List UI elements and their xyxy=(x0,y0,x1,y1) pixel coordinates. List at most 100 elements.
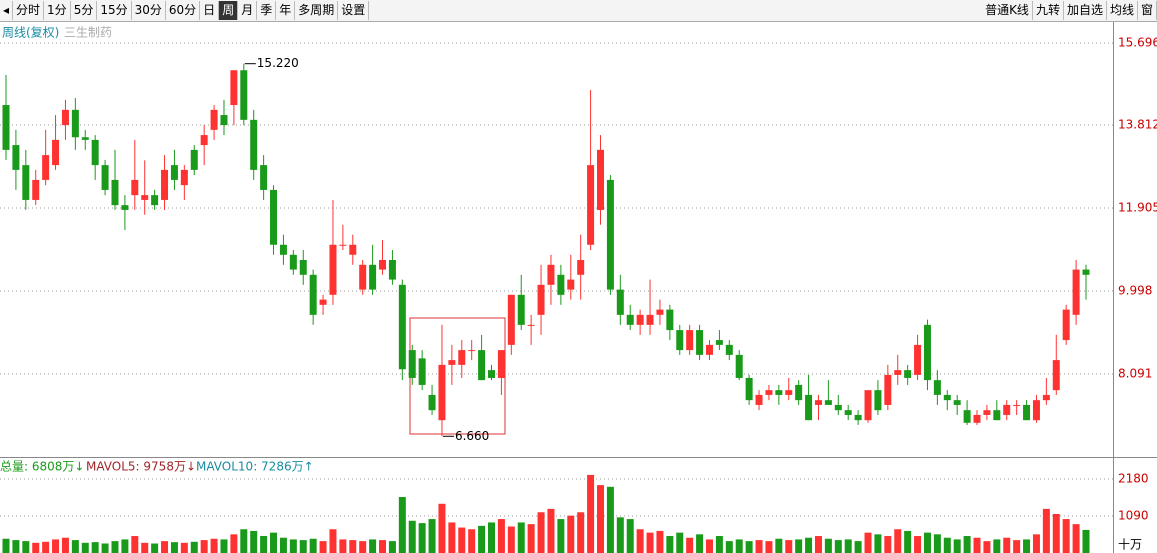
volume-bar xyxy=(963,536,971,553)
tab-button[interactable]: 月 xyxy=(238,1,258,20)
volume-bar xyxy=(141,542,149,553)
candle-body xyxy=(814,400,822,405)
volume-bar xyxy=(626,519,634,553)
candle-body xyxy=(765,390,773,395)
candle-body xyxy=(200,135,208,146)
candle-body xyxy=(91,139,99,166)
candle-body xyxy=(636,314,644,325)
volume-bar xyxy=(715,536,723,553)
tab-button[interactable]: 年 xyxy=(276,1,296,20)
y-tick-label: 11.905 xyxy=(1118,200,1157,214)
volume-bar xyxy=(1052,513,1060,553)
volume-bar xyxy=(398,496,406,553)
annotation-label: 6.660 xyxy=(455,429,489,443)
volume-bar xyxy=(408,520,416,553)
tab-button[interactable]: 1分 xyxy=(44,1,71,20)
volume-bar xyxy=(200,540,208,553)
tab-button[interactable]: 5分 xyxy=(71,1,98,20)
candle-body xyxy=(458,350,466,365)
volume-bar xyxy=(478,525,486,553)
candle-body xyxy=(250,119,258,170)
tab-button[interactable]: 窗 xyxy=(1138,1,1157,20)
candle-body xyxy=(478,350,486,381)
tab-button[interactable]: 九转 xyxy=(1033,1,1064,20)
volume-bar xyxy=(587,474,595,553)
tab-button[interactable]: 多周期 xyxy=(295,1,339,20)
tab-button[interactable]: 加自选 xyxy=(1064,1,1107,20)
tab-button[interactable]: 15分 xyxy=(97,1,132,20)
candle-body xyxy=(507,294,515,345)
candle-body xyxy=(666,309,674,331)
y-tick-label: 15.696 xyxy=(1118,35,1157,49)
candle-body xyxy=(844,410,852,415)
tab-button[interactable]: 日 xyxy=(200,1,220,20)
candle-body xyxy=(1032,400,1040,421)
candle-body xyxy=(705,344,713,355)
volume-bar xyxy=(874,534,882,553)
tab-button[interactable]: 季 xyxy=(257,1,277,20)
volume-bar xyxy=(656,530,664,553)
tab-button[interactable]: 普通K线 xyxy=(982,1,1033,20)
candle-body xyxy=(874,390,882,411)
candle-body xyxy=(725,344,733,355)
volume-bar xyxy=(943,537,951,553)
volume-bar xyxy=(517,522,525,553)
candle-body xyxy=(993,410,1001,421)
candle-body xyxy=(923,324,931,381)
candle-body xyxy=(1023,404,1031,421)
volume-bar xyxy=(438,503,446,553)
tab-button[interactable]: 60分 xyxy=(166,1,201,20)
candle-body xyxy=(319,299,327,305)
tab-button[interactable]: 均线 xyxy=(1107,1,1138,20)
volume-bar xyxy=(1013,540,1021,553)
volume-bar xyxy=(775,538,783,553)
volume-bar xyxy=(686,537,694,553)
volume-bar xyxy=(2,538,10,553)
volume-bar xyxy=(557,519,565,553)
tab-button[interactable]: 设置 xyxy=(338,1,370,20)
volume-bar xyxy=(42,541,50,553)
tab-button[interactable]: 周 xyxy=(219,1,239,20)
candle-body xyxy=(289,254,297,270)
candle-body xyxy=(339,244,347,246)
volume-bar xyxy=(359,541,367,553)
candle-body xyxy=(1013,404,1021,406)
back-icon[interactable]: ◂ xyxy=(0,1,14,20)
volume-bar xyxy=(636,529,644,553)
candle-body xyxy=(497,350,505,378)
candle-body xyxy=(577,260,585,275)
candle-body xyxy=(131,179,139,196)
period-tabs: ◂ 分时 1分 5分 15分 30分 60分日周月季年多周期 设置 xyxy=(0,0,370,20)
tab-button[interactable]: 分时 xyxy=(13,1,45,20)
candle-body xyxy=(230,70,238,106)
volume-bar xyxy=(151,543,159,553)
candle-body xyxy=(22,165,30,200)
volume-bar xyxy=(745,541,753,553)
candle-body xyxy=(547,264,555,285)
legend-entry: 总量: 6808万↓ xyxy=(0,460,84,474)
y-tick-label: 13.812 xyxy=(1118,117,1157,131)
volume-bar xyxy=(824,538,832,553)
candle-body xyxy=(805,394,813,421)
volume-bar xyxy=(785,540,793,553)
volume-bar xyxy=(993,539,1001,553)
volume-bar xyxy=(933,534,941,553)
volume-bar xyxy=(894,529,902,553)
candle-body xyxy=(824,400,832,405)
volume-bar xyxy=(309,538,317,553)
candle-body xyxy=(359,264,367,290)
volume-bar xyxy=(91,542,99,553)
candle-body xyxy=(606,179,614,290)
candle-body xyxy=(785,390,793,395)
candle-body xyxy=(111,179,119,206)
candle-body xyxy=(151,195,159,206)
stock-name: 三生制药 xyxy=(64,26,112,40)
volume-bar xyxy=(725,541,733,553)
tab-button[interactable]: 30分 xyxy=(132,1,166,20)
candle-body xyxy=(1003,404,1011,415)
candle-body xyxy=(596,149,604,210)
volume-bar xyxy=(547,508,555,553)
candle-body xyxy=(448,360,456,365)
candle-body xyxy=(279,244,287,255)
